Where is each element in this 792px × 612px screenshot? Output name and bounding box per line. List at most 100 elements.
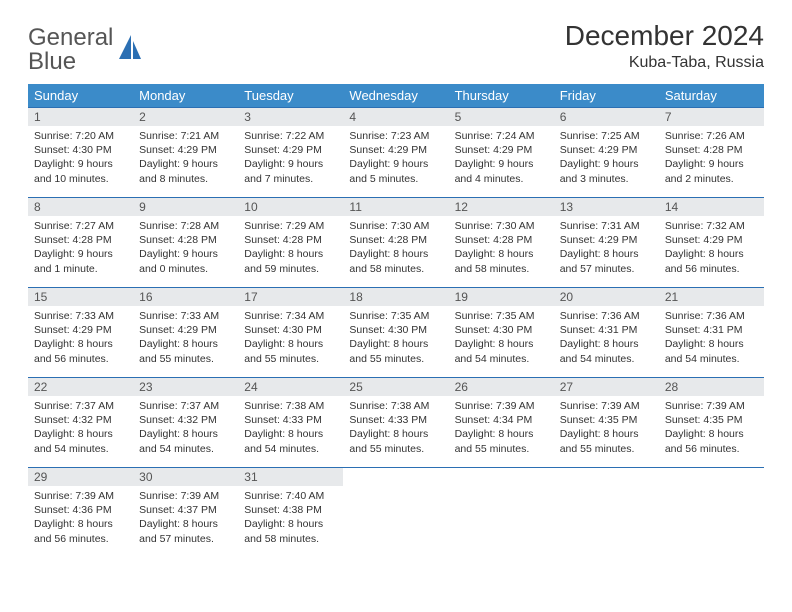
calendar-week-row: 15Sunrise: 7:33 AMSunset: 4:29 PMDayligh… (28, 288, 764, 378)
weekday-header: Thursday (449, 84, 554, 108)
day-details: Sunrise: 7:38 AMSunset: 4:33 PMDaylight:… (343, 396, 448, 460)
calendar-day-cell: 2Sunrise: 7:21 AMSunset: 4:29 PMDaylight… (133, 108, 238, 198)
day-details: Sunrise: 7:40 AMSunset: 4:38 PMDaylight:… (238, 486, 343, 550)
day-number: 20 (554, 288, 659, 306)
calendar-day-cell: 1Sunrise: 7:20 AMSunset: 4:30 PMDaylight… (28, 108, 133, 198)
day-details: Sunrise: 7:23 AMSunset: 4:29 PMDaylight:… (343, 126, 448, 190)
day-number: 13 (554, 198, 659, 216)
brand-name-1: General (28, 24, 113, 51)
day-details: Sunrise: 7:36 AMSunset: 4:31 PMDaylight:… (659, 306, 764, 370)
calendar-day-cell: 30Sunrise: 7:39 AMSunset: 4:37 PMDayligh… (133, 468, 238, 558)
day-details: Sunrise: 7:21 AMSunset: 4:29 PMDaylight:… (133, 126, 238, 190)
day-number: 27 (554, 378, 659, 396)
weekday-header: Wednesday (343, 84, 448, 108)
day-details: Sunrise: 7:26 AMSunset: 4:28 PMDaylight:… (659, 126, 764, 190)
day-number: 6 (554, 108, 659, 126)
day-number: 18 (343, 288, 448, 306)
day-number: 28 (659, 378, 764, 396)
day-number: 14 (659, 198, 764, 216)
day-number: 8 (28, 198, 133, 216)
day-number: 11 (343, 198, 448, 216)
day-details: Sunrise: 7:35 AMSunset: 4:30 PMDaylight:… (449, 306, 554, 370)
day-details: Sunrise: 7:37 AMSunset: 4:32 PMDaylight:… (133, 396, 238, 460)
calendar-day-cell (659, 468, 764, 558)
day-details: Sunrise: 7:39 AMSunset: 4:34 PMDaylight:… (449, 396, 554, 460)
day-number: 7 (659, 108, 764, 126)
page-title: December 2024 (565, 20, 764, 52)
day-number: 2 (133, 108, 238, 126)
calendar-day-cell: 26Sunrise: 7:39 AMSunset: 4:34 PMDayligh… (449, 378, 554, 468)
calendar-day-cell: 10Sunrise: 7:29 AMSunset: 4:28 PMDayligh… (238, 198, 343, 288)
calendar-day-cell: 7Sunrise: 7:26 AMSunset: 4:28 PMDaylight… (659, 108, 764, 198)
day-details: Sunrise: 7:36 AMSunset: 4:31 PMDaylight:… (554, 306, 659, 370)
day-details: Sunrise: 7:37 AMSunset: 4:32 PMDaylight:… (28, 396, 133, 460)
day-number: 23 (133, 378, 238, 396)
sail-icon (117, 33, 143, 68)
weekday-header: Tuesday (238, 84, 343, 108)
location-label: Kuba-Taba, Russia (565, 54, 764, 72)
day-details: Sunrise: 7:33 AMSunset: 4:29 PMDaylight:… (133, 306, 238, 370)
calendar-day-cell: 21Sunrise: 7:36 AMSunset: 4:31 PMDayligh… (659, 288, 764, 378)
calendar-day-cell: 14Sunrise: 7:32 AMSunset: 4:29 PMDayligh… (659, 198, 764, 288)
day-number: 31 (238, 468, 343, 486)
calendar-day-cell: 17Sunrise: 7:34 AMSunset: 4:30 PMDayligh… (238, 288, 343, 378)
day-details: Sunrise: 7:39 AMSunset: 4:35 PMDaylight:… (554, 396, 659, 460)
calendar-day-cell: 15Sunrise: 7:33 AMSunset: 4:29 PMDayligh… (28, 288, 133, 378)
calendar-day-cell: 3Sunrise: 7:22 AMSunset: 4:29 PMDaylight… (238, 108, 343, 198)
day-details: Sunrise: 7:39 AMSunset: 4:37 PMDaylight:… (133, 486, 238, 550)
calendar-day-cell (554, 468, 659, 558)
day-number: 19 (449, 288, 554, 306)
day-number: 10 (238, 198, 343, 216)
day-details: Sunrise: 7:25 AMSunset: 4:29 PMDaylight:… (554, 126, 659, 190)
calendar-day-cell: 4Sunrise: 7:23 AMSunset: 4:29 PMDaylight… (343, 108, 448, 198)
day-details: Sunrise: 7:39 AMSunset: 4:36 PMDaylight:… (28, 486, 133, 550)
calendar-day-cell: 31Sunrise: 7:40 AMSunset: 4:38 PMDayligh… (238, 468, 343, 558)
calendar-day-cell: 8Sunrise: 7:27 AMSunset: 4:28 PMDaylight… (28, 198, 133, 288)
calendar-week-row: 1Sunrise: 7:20 AMSunset: 4:30 PMDaylight… (28, 108, 764, 198)
day-number: 22 (28, 378, 133, 396)
calendar-week-row: 29Sunrise: 7:39 AMSunset: 4:36 PMDayligh… (28, 468, 764, 558)
day-details: Sunrise: 7:27 AMSunset: 4:28 PMDaylight:… (28, 216, 133, 280)
day-details: Sunrise: 7:33 AMSunset: 4:29 PMDaylight:… (28, 306, 133, 370)
day-number: 3 (238, 108, 343, 126)
calendar-day-cell: 24Sunrise: 7:38 AMSunset: 4:33 PMDayligh… (238, 378, 343, 468)
calendar-day-cell: 9Sunrise: 7:28 AMSunset: 4:28 PMDaylight… (133, 198, 238, 288)
weekday-header: Sunday (28, 84, 133, 108)
weekday-header: Monday (133, 84, 238, 108)
calendar-day-cell: 29Sunrise: 7:39 AMSunset: 4:36 PMDayligh… (28, 468, 133, 558)
calendar-day-cell: 20Sunrise: 7:36 AMSunset: 4:31 PMDayligh… (554, 288, 659, 378)
day-details: Sunrise: 7:20 AMSunset: 4:30 PMDaylight:… (28, 126, 133, 190)
day-number: 16 (133, 288, 238, 306)
calendar-day-cell: 11Sunrise: 7:30 AMSunset: 4:28 PMDayligh… (343, 198, 448, 288)
weekday-header: Saturday (659, 84, 764, 108)
day-number: 12 (449, 198, 554, 216)
day-number: 17 (238, 288, 343, 306)
calendar-day-cell: 18Sunrise: 7:35 AMSunset: 4:30 PMDayligh… (343, 288, 448, 378)
day-details: Sunrise: 7:24 AMSunset: 4:29 PMDaylight:… (449, 126, 554, 190)
brand-logo: General Blue (28, 26, 143, 74)
calendar-table: Sunday Monday Tuesday Wednesday Thursday… (28, 84, 764, 558)
day-details: Sunrise: 7:30 AMSunset: 4:28 PMDaylight:… (343, 216, 448, 280)
day-details: Sunrise: 7:31 AMSunset: 4:29 PMDaylight:… (554, 216, 659, 280)
title-block: December 2024 Kuba-Taba, Russia (565, 20, 764, 72)
day-details: Sunrise: 7:30 AMSunset: 4:28 PMDaylight:… (449, 216, 554, 280)
calendar-day-cell: 6Sunrise: 7:25 AMSunset: 4:29 PMDaylight… (554, 108, 659, 198)
calendar-day-cell: 22Sunrise: 7:37 AMSunset: 4:32 PMDayligh… (28, 378, 133, 468)
calendar-day-cell: 23Sunrise: 7:37 AMSunset: 4:32 PMDayligh… (133, 378, 238, 468)
day-number: 15 (28, 288, 133, 306)
calendar-day-cell: 28Sunrise: 7:39 AMSunset: 4:35 PMDayligh… (659, 378, 764, 468)
calendar-week-row: 8Sunrise: 7:27 AMSunset: 4:28 PMDaylight… (28, 198, 764, 288)
day-number: 4 (343, 108, 448, 126)
day-details: Sunrise: 7:28 AMSunset: 4:28 PMDaylight:… (133, 216, 238, 280)
day-details: Sunrise: 7:34 AMSunset: 4:30 PMDaylight:… (238, 306, 343, 370)
day-number: 29 (28, 468, 133, 486)
day-number: 24 (238, 378, 343, 396)
day-number: 9 (133, 198, 238, 216)
calendar-day-cell: 12Sunrise: 7:30 AMSunset: 4:28 PMDayligh… (449, 198, 554, 288)
calendar-day-cell: 13Sunrise: 7:31 AMSunset: 4:29 PMDayligh… (554, 198, 659, 288)
day-number: 30 (133, 468, 238, 486)
calendar-day-cell: 19Sunrise: 7:35 AMSunset: 4:30 PMDayligh… (449, 288, 554, 378)
day-number: 25 (343, 378, 448, 396)
day-number: 1 (28, 108, 133, 126)
day-details: Sunrise: 7:38 AMSunset: 4:33 PMDaylight:… (238, 396, 343, 460)
